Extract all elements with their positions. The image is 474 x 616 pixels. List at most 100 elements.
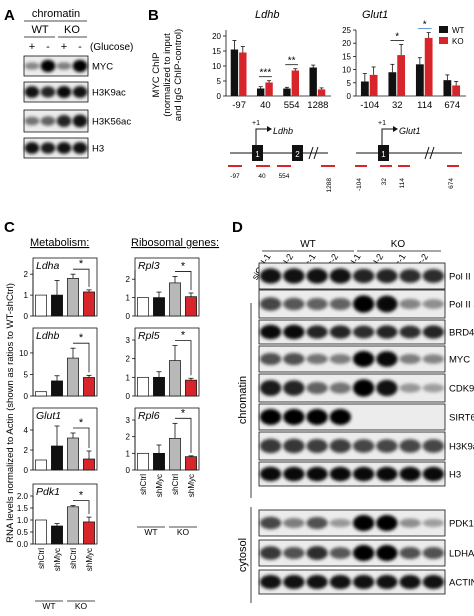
glucose-sign: - — [78, 41, 82, 53]
blot-band — [399, 466, 421, 482]
significance-stars: *** — [260, 68, 272, 79]
panel-d: WT KO siCtrl-1siCtrl-2siMyc-1siMyc-2siCt… — [237, 239, 474, 603]
x-tick-label: 674 — [444, 100, 460, 111]
blot-band — [283, 352, 305, 366]
y-tick-label: 10 — [212, 62, 221, 71]
blot-band — [422, 466, 445, 482]
blot-band — [24, 142, 40, 154]
blot-frame — [23, 55, 89, 77]
blot-band — [259, 546, 282, 560]
significance-bar — [73, 500, 90, 515]
significance-bracket: * — [175, 260, 192, 290]
chart-title: Ldha — [36, 260, 60, 272]
bar — [35, 519, 47, 545]
y-tick-label: 1.5 — [17, 504, 29, 513]
blot-band — [399, 269, 421, 283]
glucose-sign: - — [46, 41, 50, 53]
blot-label: CDK9 — [449, 384, 474, 395]
rna-chart-rpl6: Rpl6 0 1 2 3 * — [126, 407, 200, 475]
bar — [35, 459, 47, 471]
blot-band — [399, 546, 421, 560]
blot-band — [72, 59, 88, 73]
blot-band — [352, 544, 375, 562]
significance-bracket: * — [73, 490, 90, 515]
y-tick-label: 0 — [126, 392, 131, 401]
group-label-wt: WT — [42, 601, 55, 611]
blot-band — [24, 116, 40, 126]
blot-band — [422, 299, 445, 309]
exon-number: 1 — [381, 150, 386, 159]
ribosomal-title: Ribosomal genes: — [131, 237, 219, 249]
significance-star: * — [181, 330, 186, 342]
significance-star: * — [79, 258, 84, 270]
blot-strip: H3K56ac — [23, 109, 131, 133]
blot-band — [329, 439, 352, 453]
blot-band — [376, 439, 398, 453]
bar — [137, 297, 149, 317]
bar — [291, 70, 300, 96]
panel-d-blots: Pol II Pol II S2P BRD4 MYC CDK9 SIRT6 H3K9ac H3… — [258, 262, 474, 595]
blot-label: H3K9ac — [92, 88, 126, 99]
panel-a-blots: MYC H3K9ac H3K56ac H3 — [23, 55, 131, 159]
blot-strip: MYC — [23, 55, 113, 77]
ylabel-line: and IgG ChIP-control) — [173, 29, 184, 121]
bar — [67, 506, 79, 545]
y-tick-label: 20 — [342, 39, 351, 48]
blot-band — [283, 408, 305, 426]
blot-label: MYC — [449, 355, 470, 366]
blot-band — [283, 380, 305, 396]
chart-title: Ldhb — [255, 9, 279, 21]
blot-band — [329, 547, 352, 559]
blot-label: H3K56ac — [92, 117, 131, 128]
bar — [169, 437, 181, 471]
significance-star: * — [181, 260, 186, 272]
y-tick-label: 3 — [126, 336, 131, 345]
glucose-label: (Glucose) — [90, 42, 133, 53]
y-tick-label: 0.0 — [17, 540, 29, 549]
blot-band — [306, 381, 328, 395]
blot-label: LDHA — [449, 549, 474, 560]
tss-arrow — [381, 128, 394, 145]
y-tick-label: 1 — [126, 373, 131, 382]
blot-band — [352, 325, 375, 339]
blot-band — [376, 466, 398, 482]
x-tick-label: -104 — [360, 100, 379, 111]
break-mark — [424, 146, 430, 160]
rna-chart-glut1: Glut1 0 2 4 * — [24, 407, 98, 475]
blot-strip: LDHA — [258, 539, 474, 567]
blot-strip: BRD4 — [258, 319, 474, 345]
blot-band — [422, 269, 445, 283]
y-tick-label: 1.0 — [17, 516, 29, 525]
y-tick-label: 0 — [126, 312, 131, 321]
legend-label-wt: WT — [452, 26, 465, 35]
blot-band — [399, 439, 421, 453]
blot-band — [376, 325, 398, 339]
blot-band — [283, 518, 305, 528]
x-tick-label: 40 — [260, 100, 271, 111]
blot-strip: ACTIN — [258, 569, 474, 595]
y-tick-label: 10 — [19, 349, 28, 358]
chip-chart-glut1: Glut1 0 5 10 15 20 25 -104 32 114 674 * * — [342, 9, 466, 111]
blot-band — [259, 324, 282, 340]
legend-swatch-ko — [439, 37, 448, 44]
blot-strip: Pol II S2P — [258, 289, 474, 319]
blot-band — [283, 324, 305, 340]
significance-bar — [73, 342, 90, 373]
y-tick-label: 25 — [342, 26, 351, 35]
blot-band — [24, 62, 40, 70]
group-ko: KO — [64, 24, 80, 36]
bar — [67, 357, 79, 397]
bar — [153, 452, 165, 471]
bar — [67, 437, 79, 471]
rna-chart-ldhb: Ldhb 0 5 10 * — [19, 327, 98, 401]
chart-title: Pdk1 — [36, 486, 60, 498]
blot-band — [306, 297, 328, 311]
panel-label-d: D — [232, 219, 243, 236]
blot-band — [306, 466, 328, 482]
blot-band — [56, 62, 72, 70]
blot-frame — [23, 81, 89, 103]
panel-b: MYC ChIP (normalized to input and IgG Ch… — [151, 9, 466, 192]
bar — [185, 456, 197, 471]
